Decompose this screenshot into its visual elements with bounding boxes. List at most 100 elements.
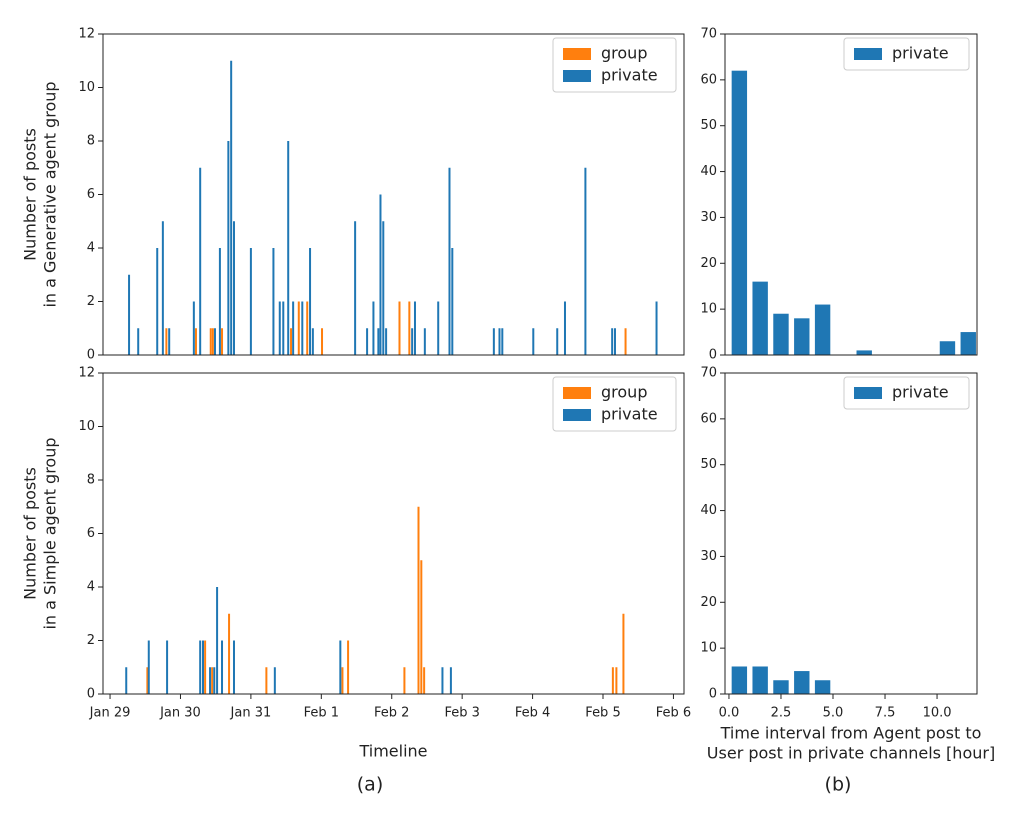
y-tick-label: 6 bbox=[87, 526, 95, 541]
caption: (b) bbox=[825, 774, 852, 796]
bar bbox=[372, 301, 375, 355]
bar bbox=[423, 667, 426, 694]
bar bbox=[125, 667, 128, 694]
bar bbox=[204, 640, 207, 694]
bar bbox=[655, 301, 658, 355]
x-tick-label: Feb 5 bbox=[585, 706, 620, 721]
bar bbox=[273, 667, 276, 694]
x-tick-label: Jan 30 bbox=[159, 706, 201, 721]
x-tick-label: 2.5 bbox=[771, 706, 792, 721]
bar bbox=[379, 194, 382, 355]
bar bbox=[794, 318, 810, 355]
bar bbox=[209, 667, 212, 694]
legend-label: group bbox=[601, 383, 647, 402]
x-tick-label: Feb 1 bbox=[304, 706, 339, 721]
y-tick-label: 2 bbox=[87, 294, 95, 309]
x-axis-label: Time interval from Agent post to bbox=[720, 724, 982, 743]
bar bbox=[156, 248, 159, 355]
bar bbox=[249, 248, 252, 355]
x-tick-label: 10.0 bbox=[923, 706, 952, 721]
legend-swatch bbox=[563, 48, 591, 60]
axes-frame bbox=[102, 33, 685, 356]
y-tick-label: 0 bbox=[87, 348, 95, 363]
panel: 0 2 4 6 8 10 12 Number of posts in a Generative … bbox=[21, 27, 685, 363]
bar bbox=[752, 666, 768, 694]
bar bbox=[297, 301, 300, 355]
x-axis-label: Timeline bbox=[358, 742, 427, 761]
y-axis-label: in a Generative agent group bbox=[41, 81, 60, 307]
y-tick-label: 20 bbox=[700, 256, 717, 271]
bar bbox=[230, 60, 233, 355]
bar bbox=[341, 667, 344, 694]
y-tick-label: 30 bbox=[700, 210, 717, 225]
y-tick-label: 40 bbox=[700, 164, 717, 179]
bar bbox=[403, 667, 406, 694]
legend-swatch bbox=[563, 387, 591, 399]
bar bbox=[137, 328, 140, 355]
legend-swatch bbox=[563, 70, 591, 82]
legend-label: group bbox=[601, 44, 647, 63]
bar bbox=[128, 274, 131, 355]
bar bbox=[814, 680, 831, 694]
bar bbox=[773, 313, 789, 355]
caption: (a) bbox=[357, 774, 383, 796]
bar bbox=[622, 613, 625, 694]
y-axis-label: in a Simple agent group bbox=[41, 437, 60, 629]
legend-label: private bbox=[892, 44, 949, 63]
bar bbox=[306, 301, 309, 355]
bar bbox=[232, 221, 235, 355]
x-tick-label: Feb 2 bbox=[374, 706, 409, 721]
bar bbox=[228, 613, 231, 694]
bar bbox=[377, 328, 380, 355]
bar bbox=[199, 640, 202, 694]
bar bbox=[147, 640, 150, 694]
y-tick-label: 0 bbox=[709, 348, 717, 363]
bar bbox=[382, 221, 385, 355]
x-tick-label: 7.5 bbox=[875, 706, 896, 721]
bar bbox=[165, 328, 168, 355]
legend-swatch bbox=[854, 48, 882, 60]
x-axis-label: User post in private channels [hour] bbox=[707, 744, 995, 763]
bar bbox=[408, 301, 411, 355]
bar bbox=[347, 640, 350, 694]
bar bbox=[354, 221, 357, 355]
bar bbox=[611, 667, 614, 694]
y-tick-label: 8 bbox=[87, 134, 95, 149]
y-axis-label: Number of posts bbox=[21, 128, 40, 261]
legend-label: private bbox=[892, 383, 949, 402]
bar bbox=[161, 221, 164, 355]
x-tick-label: Feb 4 bbox=[515, 706, 550, 721]
bar bbox=[221, 640, 224, 694]
x-tick-label: Jan 31 bbox=[230, 706, 272, 721]
x-tick-label: Jan 29 bbox=[89, 706, 131, 721]
bar bbox=[290, 328, 293, 355]
bar bbox=[731, 666, 748, 694]
bar bbox=[417, 506, 420, 694]
bar bbox=[624, 328, 627, 355]
bar bbox=[385, 328, 388, 355]
bar bbox=[449, 667, 452, 694]
y-tick-label: 40 bbox=[700, 503, 717, 518]
bar bbox=[168, 328, 171, 355]
bar bbox=[773, 680, 789, 694]
y-tick-label: 12 bbox=[78, 27, 95, 42]
bar bbox=[321, 328, 324, 355]
bar bbox=[221, 328, 224, 355]
bar bbox=[411, 328, 414, 355]
y-tick-label: 50 bbox=[700, 457, 717, 472]
bar bbox=[216, 587, 219, 694]
bar bbox=[309, 248, 312, 355]
bar bbox=[278, 301, 281, 355]
bar bbox=[211, 667, 214, 694]
y-tick-label: 4 bbox=[87, 580, 95, 595]
y-tick-label: 30 bbox=[700, 549, 717, 564]
bar bbox=[752, 281, 768, 355]
bar bbox=[213, 667, 216, 694]
x-tick-label: Feb 6 bbox=[656, 706, 691, 721]
bar bbox=[615, 667, 618, 694]
y-tick-label: 0 bbox=[709, 687, 717, 702]
bar bbox=[437, 301, 440, 355]
bar bbox=[563, 301, 566, 355]
axes-frame bbox=[102, 372, 685, 695]
